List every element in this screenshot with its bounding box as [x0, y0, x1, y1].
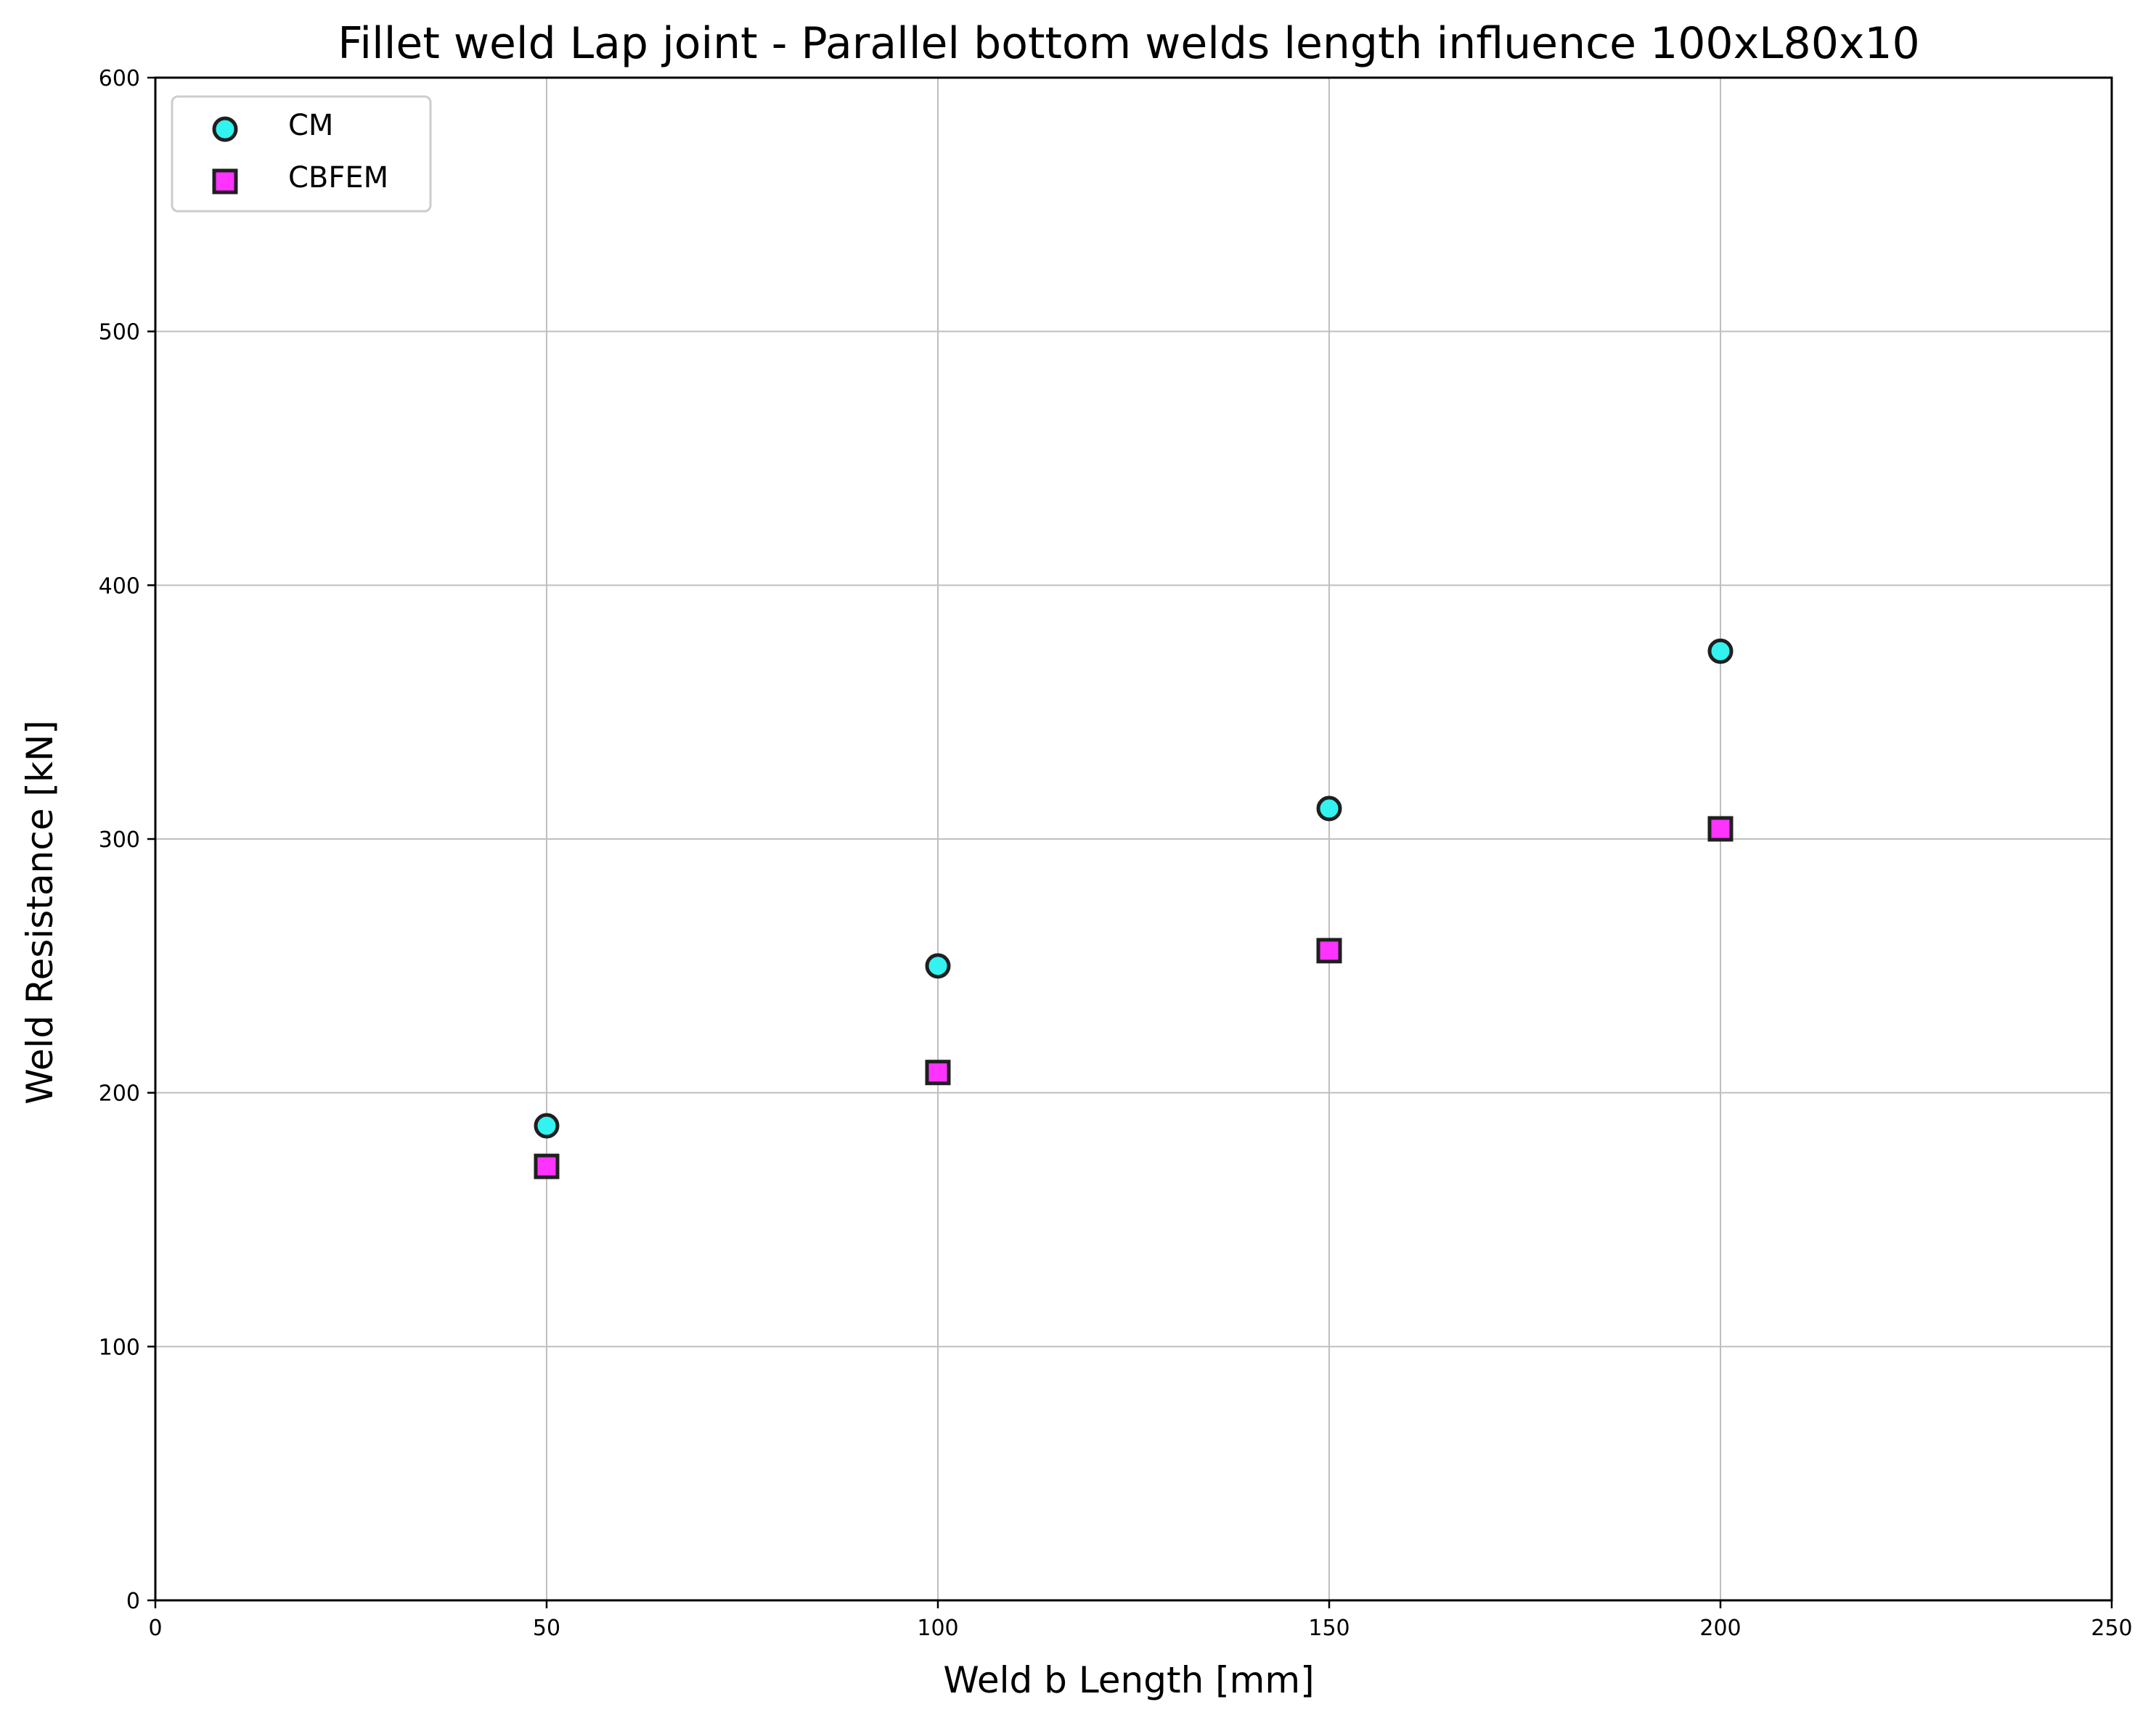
y-tick-label-6: 600 — [99, 66, 140, 91]
x-tick-label-3: 150 — [1308, 1616, 1349, 1641]
x-axis-label: Weld b Length [mm] — [943, 1659, 1314, 1701]
x-tick-label-4: 200 — [1699, 1616, 1741, 1641]
x-tick-label-5: 250 — [2091, 1616, 2132, 1641]
y-tick-label-4: 400 — [99, 573, 140, 599]
point-layer — [534, 638, 1734, 1179]
y-tick-label-5: 500 — [99, 320, 140, 345]
y-tick-label-2: 200 — [99, 1081, 140, 1107]
cbfem-point-3 — [1707, 816, 1734, 842]
cbfem-point-2 — [1316, 938, 1342, 964]
y-axis-label: Weld Resistance [kN] — [19, 720, 61, 1105]
cm-point-0 — [534, 1113, 560, 1139]
legend: CM CBFEM — [171, 95, 432, 213]
y-tick-label-1: 100 — [99, 1335, 140, 1360]
chart-title: Fillet weld Lap joint - Parallel bottom … — [338, 18, 1919, 69]
legend-cbfem-marker — [212, 168, 238, 195]
legend-cbfem-label: CBFEM — [288, 161, 388, 195]
legend-cm-marker — [212, 116, 238, 142]
cm-point-2 — [1316, 795, 1342, 822]
y-tick-label-0: 0 — [126, 1589, 140, 1614]
tick-layer: 0 50 100 150 200 250 0 100 200 300 400 500 600 — [99, 66, 2133, 1641]
x-tick-label-0: 0 — [148, 1616, 162, 1641]
legend-cm-label: CM — [288, 109, 333, 142]
x-tick-label-1: 50 — [533, 1616, 560, 1641]
cbfem-point-1 — [925, 1060, 951, 1086]
y-tick-label-3: 300 — [99, 827, 140, 853]
cbfem-point-0 — [534, 1153, 560, 1179]
cm-point-3 — [1707, 638, 1734, 664]
cm-point-1 — [925, 953, 951, 979]
x-tick-label-2: 100 — [917, 1616, 958, 1641]
